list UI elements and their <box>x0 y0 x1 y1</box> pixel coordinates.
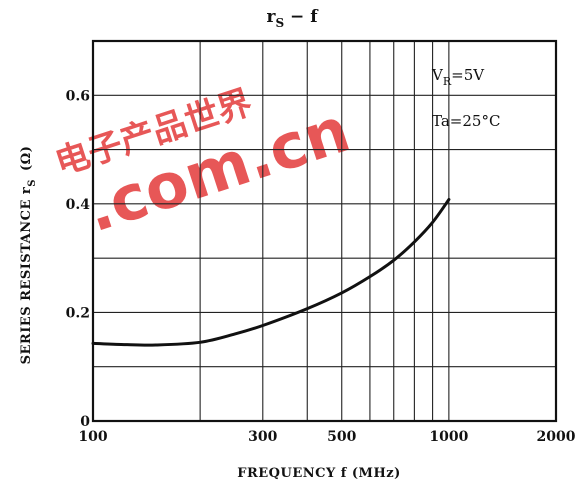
x-axis-label: FREQUENCY f (MHz) <box>237 466 401 481</box>
plot-frame <box>91 39 558 423</box>
watermark: 电子产品世界 .com.cn <box>50 82 358 246</box>
y-axis-ticks: 0 0.2 0.4 0.6 <box>66 88 91 430</box>
y-tick-label: 0 <box>80 414 90 430</box>
y-tick-label: 0.4 <box>66 197 91 213</box>
series-line <box>91 198 451 347</box>
x-axis-ticks: 100 300 500 1000 2000 <box>78 429 575 445</box>
y-tick-label: 0.6 <box>66 88 90 104</box>
x-tick-label: 300 <box>248 429 277 445</box>
x-tick-label: 1000 <box>429 429 468 445</box>
y-axis-label: SERIES RESISTANCE rS(Ω) <box>19 146 38 365</box>
x-tick-label: 100 <box>78 429 107 445</box>
series <box>91 198 451 347</box>
annotation-vr: VR=5V <box>431 66 485 88</box>
x-tick-label: 500 <box>327 429 356 445</box>
annotation-ta: Ta=25°C <box>432 112 500 130</box>
chart-title: rS − f <box>266 7 319 30</box>
grid <box>92 41 557 421</box>
y-tick-label: 0.2 <box>66 305 90 321</box>
x-tick-label: 2000 <box>537 429 576 445</box>
